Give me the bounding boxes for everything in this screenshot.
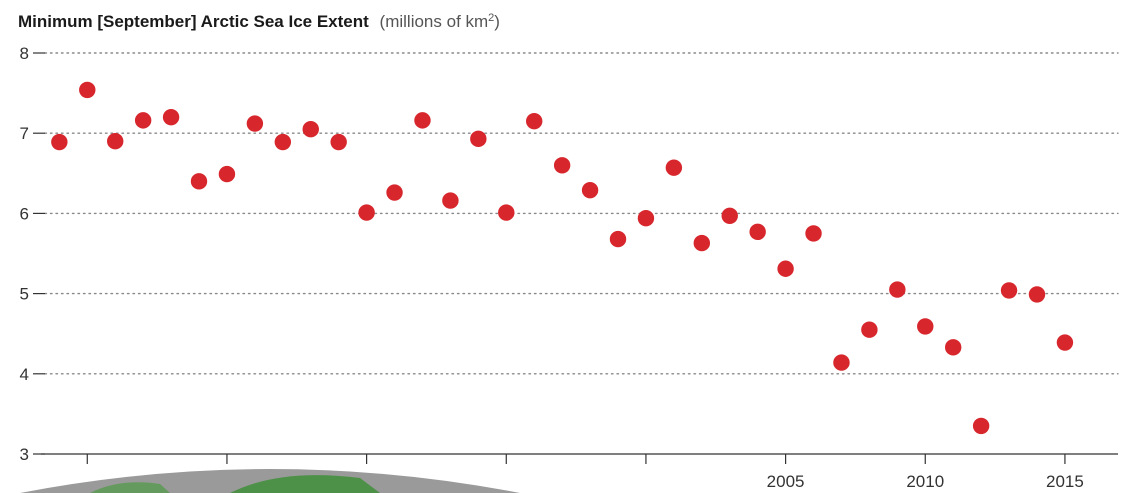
y-tick-label-7: 7 [20,124,29,143]
data-point-2011 [944,339,962,356]
data-point-1996 [526,112,543,130]
chart-subtitle-suffix: ) [494,12,500,31]
data-point-1986 [246,115,264,132]
data-point-2009 [889,281,906,298]
data-point-1991 [386,184,403,201]
data-point-1988 [302,120,319,138]
data-point-2002 [693,234,711,252]
data-point-1999 [609,230,627,248]
data-point-1987 [274,133,292,151]
x-tick-label-2005: 2005 [767,472,805,491]
data-point-2003 [721,207,738,225]
data-point-1993 [442,192,459,209]
chart-title-main: Minimum [September] Arctic Sea Ice Exten… [18,12,369,31]
data-point-1997 [553,157,571,174]
data-point-1979 [51,133,68,151]
data-point-1983 [162,108,180,126]
data-point-2015 [1056,334,1074,351]
data-point-2008 [861,321,878,338]
data-point-2014 [1028,286,1046,303]
grid-layer [44,52,1119,375]
data-point-2006 [805,225,822,242]
axis-layer: 8 7 6 5 4 3 2005 2010 2015 [20,44,1118,491]
globe-land [230,475,380,493]
data-point-2004 [749,223,766,241]
data-point-1982 [134,112,152,129]
data-point-1992 [414,112,431,129]
y-tick-label-8: 8 [20,44,29,63]
data-point-2001 [665,159,683,176]
data-point-1995 [498,204,515,221]
data-point-1994 [470,130,487,148]
data-point-2000 [637,210,655,227]
data-point-1998 [581,181,599,199]
data-point-1984 [190,173,208,190]
chart-subtitle-sup: 2 [488,12,494,24]
y-tick-label-6: 6 [20,204,29,223]
data-point-2010 [917,318,934,335]
globe-image [20,469,520,493]
x-tick-label-2010: 2010 [906,472,944,491]
data-point-1985 [218,165,236,183]
y-tick-label-5: 5 [20,285,29,304]
data-point-1980 [79,81,96,99]
data-point-1990 [358,204,375,221]
data-point-1981 [107,133,124,150]
points-layer [51,81,1074,435]
y-tick-label-3: 3 [20,445,29,464]
data-point-2007 [833,354,850,371]
data-point-2005 [777,260,794,277]
chart-subtitle-prefix: (millions of km [380,12,489,31]
y-tick-label-4: 4 [20,365,29,384]
data-point-1989 [330,133,347,151]
data-point-2012 [972,417,990,435]
x-tick-label-2015: 2015 [1046,472,1084,491]
globe-land-2 [90,482,170,493]
chart-title: Minimum [September] Arctic Sea Ice Exten… [18,12,500,31]
data-point-2013 [1000,282,1018,299]
